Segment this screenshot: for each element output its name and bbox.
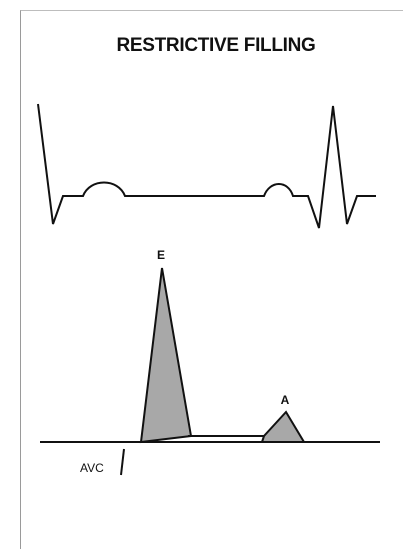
figure-panel [20, 10, 403, 549]
avc-label: AVC [80, 461, 104, 475]
diagram-title: RESTRICTIVE FILLING [116, 35, 315, 56]
avc-marker-line [120, 448, 125, 476]
a-wave-label: A [281, 393, 290, 407]
e-wave [139, 267, 193, 444]
ecg-trace [37, 103, 376, 229]
e-wave-label: E [157, 248, 165, 262]
a-wave [260, 410, 306, 443]
